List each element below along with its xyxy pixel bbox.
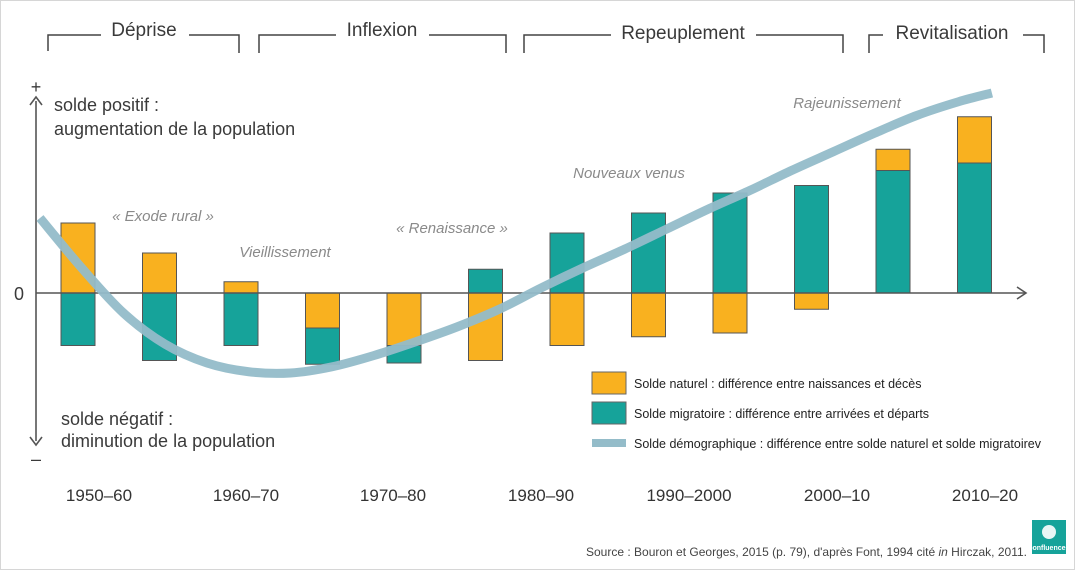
phase-label-inflexion: Inflexion xyxy=(347,20,418,41)
annotation-renaissance: « Renaissance » xyxy=(396,220,508,237)
source-note: Source : Bouron et Georges, 2015 (p. 79)… xyxy=(586,545,1027,559)
source-prefix: Source : Bouron et Georges, 2015 (p. 79)… xyxy=(586,545,939,559)
bars-group xyxy=(60,116,992,365)
phase-label-repeuplement: Repeuplement xyxy=(621,23,745,44)
phase-label-deprise: Déprise xyxy=(111,20,176,41)
y-axis xyxy=(29,95,43,447)
annotation-vieillissement: Vieillissement xyxy=(239,244,331,261)
source-italic: in xyxy=(939,545,949,559)
phase-bracket-repeuplement xyxy=(523,34,844,53)
bar-migratoire xyxy=(60,292,96,346)
phase-bracket-inflexion xyxy=(258,34,507,53)
bar-natural xyxy=(631,292,666,338)
bar-natural xyxy=(223,281,259,294)
bar-natural xyxy=(142,252,177,294)
y-axis-zero-label: 0 xyxy=(14,284,24,304)
bar-migratoire xyxy=(223,292,259,346)
decade-label: 1980–90 xyxy=(508,486,574,505)
positive-label-line1: solde positif : xyxy=(54,95,159,115)
bar-natural xyxy=(794,292,829,310)
annotation-nouveaux-venus: Nouveaux venus xyxy=(573,165,685,182)
legend: Solde naturel : différence entre naissan… xyxy=(591,371,1042,451)
negative-label-line1: solde négatif : xyxy=(61,409,173,429)
decade-label: 1950–60 xyxy=(66,486,132,505)
annotation-rajeunissement: Rajeunissement xyxy=(793,95,901,112)
phase-bracket-deprise xyxy=(47,34,240,53)
logo-text: confluences xyxy=(1029,545,1070,552)
source-suffix: Hirczak, 2011. xyxy=(948,545,1027,559)
bar-migratoire xyxy=(875,170,911,294)
bar-migratoire xyxy=(631,212,666,294)
legend-label-curve: Solde démographique : différence entre s… xyxy=(634,437,1042,451)
bar-migratoire xyxy=(305,327,340,365)
legend-swatch-migratoire xyxy=(591,401,627,425)
bar-migratoire xyxy=(468,268,503,294)
phase-label-revitalisation: Revitalisation xyxy=(896,23,1009,44)
positive-label-line2: augmentation de la population xyxy=(54,119,295,139)
legend-swatch-natural xyxy=(591,371,627,395)
legend-label-migratoire: Solde migratoire : différence entre arri… xyxy=(634,407,929,421)
decade-label: 1990–2000 xyxy=(646,486,731,505)
bar-migratoire xyxy=(957,162,992,294)
bar-natural xyxy=(712,292,748,334)
bar-natural xyxy=(549,292,585,346)
decade-label: 2010–20 xyxy=(952,486,1018,505)
phase-bracket-revitalisation xyxy=(868,34,1045,53)
decade-label: 1970–80 xyxy=(360,486,426,505)
bar-natural xyxy=(957,116,992,164)
negative-label-line2: diminution de la population xyxy=(61,431,275,451)
bar-natural xyxy=(875,148,911,171)
y-axis-plus-sign: + xyxy=(31,77,42,97)
bar-natural xyxy=(468,292,503,361)
y-axis-minus-sign: – xyxy=(31,449,41,469)
decade-label: 1960–70 xyxy=(213,486,279,505)
bar-migratoire xyxy=(794,185,829,294)
bar-natural xyxy=(305,292,340,329)
annotation-exode-rural: « Exode rural » xyxy=(112,208,214,225)
curve-group xyxy=(36,88,994,378)
demographic-curve xyxy=(36,88,994,378)
decade-label: 2000–10 xyxy=(804,486,870,505)
legend-label-natural: Solde naturel : différence entre naissan… xyxy=(634,377,921,391)
geoconfluences-logo: confluences xyxy=(1029,520,1070,554)
